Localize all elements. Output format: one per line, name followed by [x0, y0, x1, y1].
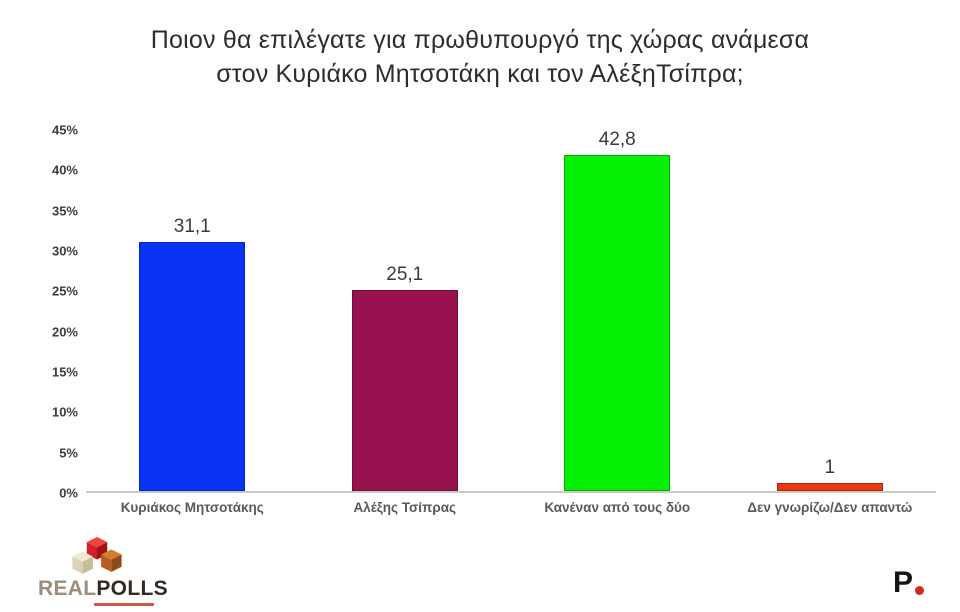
y-tick-45: 45% [51, 122, 78, 138]
bar-value-label: 31,1 [173, 215, 211, 237]
chart-title: Ποιον θα επιλέγατε για πρωθυπουργό της χ… [150, 26, 810, 88]
bar-value-label: 42,8 [598, 129, 636, 150]
bar-tsipras [351, 289, 458, 491]
y-tick-25: 25% [51, 283, 78, 299]
realpolls-wordmark-polls: POLLS [96, 576, 168, 600]
category-label-tsipras: Αλέξης Τσίπρας [353, 500, 457, 515]
bar-group-dont-know: 1 Δεν γνωρίζω/Δεν απαντώ [724, 130, 937, 515]
category-label-dont-know: Δεν γνωρίζω/Δεν απαντώ [747, 500, 913, 515]
bar-value-label: 25,1 [386, 263, 424, 285]
bar-group-neither: 42,8 Κανέναν από τους δύο [511, 129, 724, 515]
realpolls-wordmark: REALPOLLS [38, 576, 168, 600]
plot-area: 31,1 Κυριάκος Μητσοτάκης 25,1 Αλέξης Τσί… [86, 129, 937, 515]
p-logo-letter: P [892, 566, 913, 599]
y-axis: 45% 40% 35% 30% 25% 20% 15% 10% 5% 0% [38, 124, 86, 500]
y-tick-30: 30% [51, 243, 78, 259]
category-label-mitsotakis: Κυριάκος Μητσοτάκης [120, 500, 264, 515]
bar-group-tsipras: 25,1 Αλέξης Τσίπρας [299, 130, 512, 515]
y-tick-0: 0% [59, 485, 78, 501]
bar-chart: 45% 40% 35% 30% 25% 20% 15% 10% 5% 0% 31… [38, 124, 937, 515]
y-tick-15: 15% [51, 364, 78, 380]
bar-dont-know [776, 482, 883, 491]
p-logo: P [892, 566, 924, 599]
realpolls-tagline [94, 603, 154, 606]
bar-value-label: 1 [824, 457, 836, 479]
y-tick-5: 5% [59, 445, 78, 461]
realpolls-logo: REALPOLLS [38, 536, 168, 606]
y-tick-35: 35% [51, 203, 78, 219]
category-label-neither: Κανέναν από τους δύο [544, 500, 691, 515]
bar-neither [564, 154, 671, 491]
y-tick-10: 10% [51, 404, 78, 420]
isometric-cubes-icon [72, 536, 122, 574]
bar-mitsotakis [139, 241, 246, 491]
realpolls-wordmark-real: REAL [38, 576, 97, 600]
bar-group-mitsotakis: 31,1 Κυριάκος Μητσοτάκης [86, 130, 299, 515]
p-logo-red-dot [915, 586, 924, 595]
y-tick-20: 20% [51, 324, 78, 340]
y-tick-40: 40% [51, 162, 78, 178]
